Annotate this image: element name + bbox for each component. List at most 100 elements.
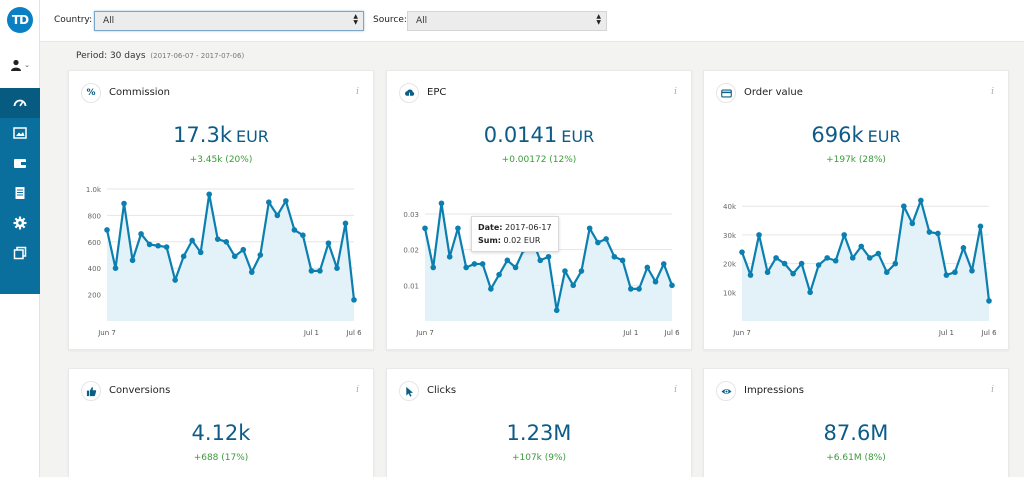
chevron-down-icon: ⌄ <box>24 61 30 69</box>
data-point <box>977 223 984 230</box>
data-point <box>595 239 601 246</box>
y-tick-label: 400 <box>88 265 101 273</box>
y-tick-label: 40k <box>723 203 737 211</box>
data-point <box>832 257 839 264</box>
nav-reports[interactable] <box>0 118 40 148</box>
data-point <box>773 255 779 261</box>
select-arrows-icon: ▲ ▼ <box>353 13 358 26</box>
data-point <box>342 220 349 227</box>
card-title: Conversions <box>109 385 171 396</box>
data-point <box>189 237 195 244</box>
nav-windows[interactable] <box>0 238 40 268</box>
cloud-download-icon <box>399 83 419 103</box>
data-point <box>562 268 568 274</box>
data-point <box>824 255 830 261</box>
data-point <box>578 268 585 274</box>
data-point <box>747 272 754 278</box>
nav-documents[interactable] <box>0 178 40 208</box>
info-icon[interactable]: i <box>991 87 994 97</box>
value-number: 4.12k <box>191 421 251 445</box>
data-point <box>619 257 626 264</box>
data-point <box>952 269 958 276</box>
data-point <box>764 269 771 276</box>
data-point <box>603 236 609 242</box>
value-number: 87.6M <box>823 421 889 445</box>
data-point <box>611 253 618 260</box>
x-tick-label: Jun 7 <box>415 329 434 337</box>
y-tick-label: 1.0k <box>86 186 102 194</box>
x-tick-label: Jul 1 <box>938 329 954 337</box>
value-unit: EUR <box>561 127 595 146</box>
data-point <box>512 264 519 271</box>
value-unit: EUR <box>867 127 901 146</box>
source-select[interactable]: All ▲ ▼ <box>407 11 607 31</box>
data-point <box>266 199 272 205</box>
nav-dashboard[interactable] <box>0 88 40 118</box>
epc-chart[interactable]: 0.01 0.02 0.03 Jun 7 Jul 1 Jul 6 <box>387 181 693 346</box>
data-point <box>121 200 127 207</box>
commission-chart[interactable]: 200 400 600 800 1.0k Jun 7 Jul 1 Jul 6 <box>69 181 375 346</box>
data-point <box>960 245 967 251</box>
data-point <box>317 268 323 274</box>
y-tick-label: 0.01 <box>403 282 419 290</box>
data-point <box>223 239 230 245</box>
area-fill <box>107 194 354 321</box>
source-label: Source: <box>373 15 407 25</box>
data-point <box>926 229 933 235</box>
data-point <box>172 277 178 283</box>
card-title: EPC <box>427 87 447 98</box>
data-point <box>197 249 204 256</box>
data-point <box>283 198 289 204</box>
data-point <box>815 262 822 268</box>
card-title: Clicks <box>427 385 457 396</box>
cursor-icon <box>399 381 419 401</box>
user-icon <box>11 59 22 71</box>
x-tick-label: Jul 6 <box>980 329 997 337</box>
country-select-value: All <box>103 16 115 26</box>
data-point <box>138 231 144 237</box>
nav-settings[interactable] <box>0 208 40 238</box>
data-point <box>308 268 315 274</box>
app-logo[interactable]: TD <box>7 7 33 33</box>
info-icon[interactable]: i <box>356 87 359 97</box>
card-delta: +197k (28%) <box>826 155 886 165</box>
data-point <box>146 241 153 248</box>
order-value-chart[interactable]: 10k 20k 30k 40k Jun 7 Jul 1 Jul 6 <box>704 181 1010 346</box>
data-point <box>586 225 593 232</box>
wallet-icon <box>14 159 26 168</box>
data-point <box>274 212 281 219</box>
y-tick-label: 600 <box>88 239 101 247</box>
card-value: 17.3k EUR <box>69 123 373 147</box>
info-icon[interactable]: i <box>674 87 677 97</box>
card-conversions: Conversions i 4.12k +688 (17%) <box>68 368 374 477</box>
data-point <box>430 264 437 271</box>
data-point <box>257 252 264 258</box>
card-commission: % Commission i 17.3k EUR +3.45k (20%) 200… <box>68 70 374 350</box>
card-title: Commission <box>109 87 171 98</box>
x-tick-label: Jul 1 <box>303 329 319 337</box>
data-point <box>351 297 357 303</box>
data-point <box>155 242 161 249</box>
info-icon[interactable]: i <box>674 385 677 395</box>
data-point <box>104 227 110 233</box>
main-nav <box>0 88 40 294</box>
info-icon[interactable]: i <box>356 385 359 395</box>
data-point <box>875 250 882 257</box>
thumbs-up-icon <box>81 381 101 401</box>
data-point <box>918 197 924 204</box>
data-point <box>849 255 856 261</box>
x-tick-label: Jun 7 <box>732 329 751 337</box>
gear-icon <box>13 216 27 230</box>
data-point <box>206 191 213 198</box>
card-title: Order value <box>744 87 803 98</box>
data-point <box>909 220 916 227</box>
tooltip-date-label: Date: <box>478 223 503 232</box>
user-menu[interactable]: ⌄ <box>4 56 36 74</box>
nav-wallet[interactable] <box>0 148 40 178</box>
data-point <box>422 225 428 232</box>
info-icon[interactable]: i <box>991 385 994 395</box>
select-arrows-icon: ▲ ▼ <box>596 13 601 26</box>
country-select[interactable]: All ▲ ▼ <box>94 11 364 31</box>
card-delta: +3.45k (20%) <box>189 155 253 165</box>
data-point <box>479 261 486 267</box>
